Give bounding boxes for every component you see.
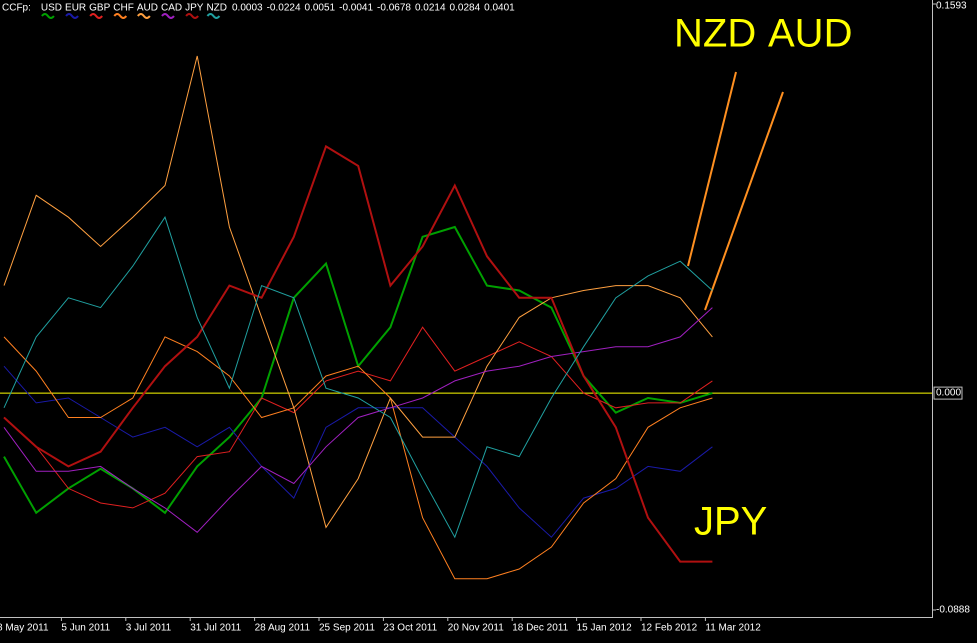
indicator-value: 0.0401	[484, 3, 515, 14]
legend-label: EUR	[65, 3, 86, 14]
series-line	[3, 307, 713, 533]
indicator-value: 0.0214	[415, 3, 446, 14]
series-line	[3, 326, 713, 509]
x-tick-label: 25 Sep 2011	[319, 623, 375, 634]
indicator-value: 0.0003	[232, 3, 263, 14]
y-tick-label: 0.1593	[936, 1, 967, 12]
x-tick-label: 15 Jan 2012	[577, 623, 632, 634]
indicator-value: -0.0041	[339, 3, 373, 14]
x-tick-label: 11 Mar 2012	[705, 623, 761, 634]
legend-swatch	[113, 13, 128, 19]
legend-label: AUD	[137, 3, 158, 14]
x-tick-label: 28 Aug 2011	[255, 623, 311, 634]
x-tick-label: 8 May 2011	[0, 623, 49, 634]
legend-label: CHF	[113, 3, 134, 14]
annotation: JPY	[694, 500, 767, 544]
legend-label: CAD	[161, 3, 182, 14]
x-tick-label: 23 Oct 2011	[383, 623, 437, 634]
legend-swatch	[206, 13, 221, 19]
x-tick-label: 5 Jun 2011	[61, 623, 110, 634]
legend-label: NZD	[206, 3, 227, 14]
annotation: AUD	[768, 12, 852, 56]
legend-label: USD	[41, 3, 62, 14]
x-tick-label: 20 Nov 2011	[448, 623, 504, 634]
x-tick-label: 12 Feb 2012	[641, 623, 698, 634]
series-line	[3, 216, 713, 539]
indicator-name: CCFp:	[2, 3, 31, 14]
annotation-arrow	[704, 91, 784, 311]
series-line	[3, 144, 713, 563]
series-line	[3, 336, 713, 580]
annotation-arrow	[687, 71, 737, 267]
annotation: NZD	[674, 12, 756, 56]
indicator-value: -0.0224	[267, 3, 301, 14]
y-tick-label: -0.0888	[936, 605, 970, 616]
indicator-value: 0.0284	[450, 3, 481, 14]
legend-label: GBP	[89, 3, 110, 14]
x-tick-label: 18 Dec 2011	[512, 623, 568, 634]
y-tick-label: 0.000	[936, 388, 961, 399]
legend-swatch	[137, 13, 151, 19]
legend-swatch	[89, 13, 103, 19]
legend-swatch	[65, 13, 79, 19]
level-label-box	[933, 386, 963, 400]
legend-swatch	[161, 13, 175, 19]
x-tick-label: 3 Jul 2011	[126, 623, 172, 634]
legend-label: JPY	[185, 3, 204, 14]
legend-swatch	[185, 13, 199, 19]
series-line	[3, 55, 713, 529]
indicator-value: 0.0051	[305, 3, 336, 14]
legend-swatch	[41, 13, 55, 19]
x-tick-label: 31 Jul 2011	[190, 623, 241, 634]
indicator-value: -0.0678	[377, 3, 411, 14]
